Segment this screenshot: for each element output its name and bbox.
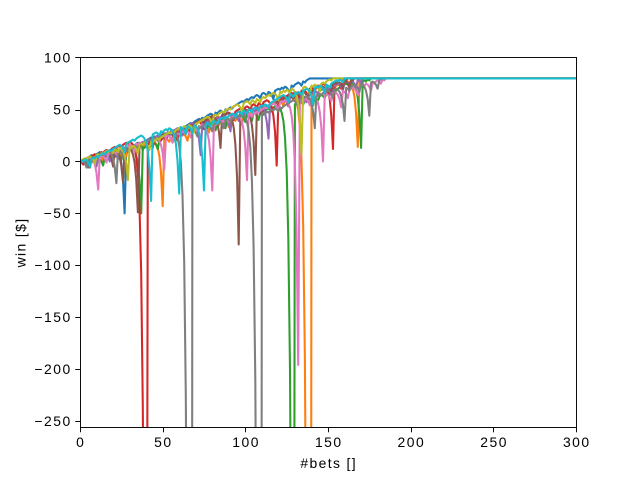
svg-text:−200: −200 <box>34 361 71 377</box>
svg-text:250: 250 <box>480 434 508 450</box>
svg-text:200: 200 <box>398 434 426 450</box>
svg-text:50: 50 <box>154 434 172 450</box>
svg-text:300: 300 <box>563 434 591 450</box>
svg-text:150: 150 <box>315 434 343 450</box>
svg-text:−50: −50 <box>44 205 72 221</box>
svg-text:−250: −250 <box>34 413 71 429</box>
svg-text:100: 100 <box>44 50 72 66</box>
svg-text:100: 100 <box>232 434 260 450</box>
svg-text:win [$]: win [$] <box>12 217 28 268</box>
svg-text:#bets []: #bets [] <box>300 455 357 471</box>
svg-text:0: 0 <box>62 153 71 169</box>
svg-text:50: 50 <box>53 101 71 117</box>
svg-text:−150: −150 <box>34 309 71 325</box>
svg-text:−100: −100 <box>34 257 71 273</box>
svg-text:0: 0 <box>76 434 85 450</box>
